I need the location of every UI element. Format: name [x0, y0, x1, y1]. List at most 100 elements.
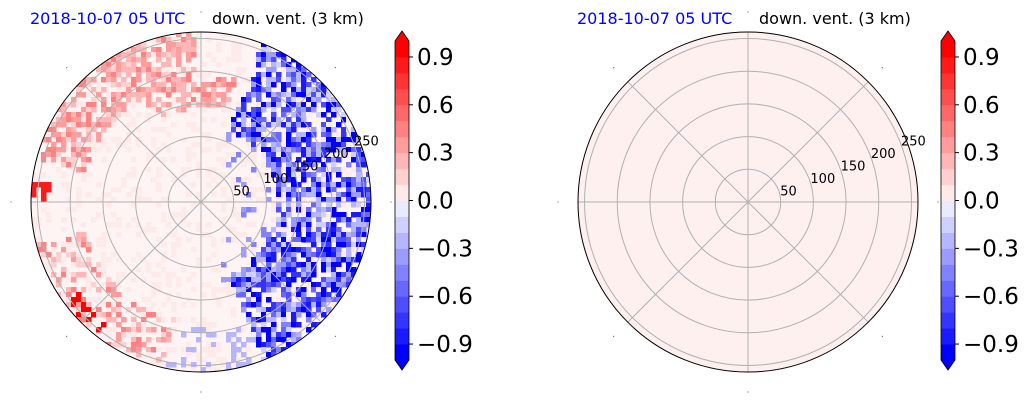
left-field-cell — [271, 162, 277, 168]
left-field-cell — [156, 172, 162, 178]
left-field-cell — [311, 252, 317, 258]
left-field-cell — [346, 172, 352, 178]
left-field-cell — [171, 157, 177, 163]
left-field-cell — [186, 92, 192, 98]
left-field-cell — [151, 357, 157, 363]
left-field-cell — [76, 252, 82, 258]
left-field-cell — [351, 232, 357, 238]
left-field-cell — [46, 137, 52, 143]
left-field-cell — [126, 112, 132, 118]
left-field-cell — [171, 47, 177, 53]
left-field-cell — [221, 142, 227, 148]
left-field-cell — [241, 102, 247, 108]
left-field-cell — [306, 252, 312, 258]
left-field-cell — [166, 327, 172, 333]
left-field-cell — [131, 102, 137, 108]
left-field-cell — [216, 297, 222, 303]
left-field-cell — [241, 207, 247, 213]
left-field-cell — [181, 207, 187, 213]
left-field-cell — [256, 137, 262, 143]
left-field-cell — [366, 217, 371, 223]
left-field-cell — [266, 307, 272, 313]
left-field-cell — [306, 167, 312, 173]
left-field-cell — [256, 127, 262, 133]
theta-tick-dot — [613, 67, 615, 69]
left-field-cell — [136, 52, 142, 58]
left-field-cell — [251, 137, 257, 143]
left-field-cell — [256, 72, 262, 78]
left-field-cell — [291, 87, 297, 93]
left-field-cell — [41, 252, 47, 258]
left-field-cell — [291, 97, 297, 103]
left-field-cell — [46, 267, 52, 273]
left-field-cell — [236, 47, 242, 53]
left-field-cell — [306, 137, 312, 143]
left-field-cell — [136, 67, 142, 73]
left-field-cell — [136, 112, 142, 118]
left-field-cell — [261, 142, 267, 148]
left-field-cell — [221, 87, 227, 93]
left-field-cell — [241, 127, 247, 133]
colorbar-tick-label: 0.6 — [417, 93, 454, 119]
left-field-cell — [76, 112, 82, 118]
left-field-cell — [301, 287, 307, 293]
left-field-cell — [271, 207, 277, 213]
left-field-cell — [156, 262, 162, 268]
left-field-cell — [76, 167, 82, 173]
left-field-cell — [276, 262, 282, 268]
left-field-cell — [56, 117, 62, 123]
left-field-cell — [151, 347, 157, 353]
left-field-cell — [246, 302, 252, 308]
left-field-cell — [316, 192, 322, 198]
left-field-cell — [261, 42, 267, 48]
left-field-cell — [71, 217, 77, 223]
left-field-cell — [271, 107, 277, 113]
left-field-cell — [276, 102, 282, 108]
left-field-cell — [141, 327, 147, 333]
left-field-cell — [61, 267, 67, 273]
left-field-cell — [346, 127, 352, 133]
left-field-cell — [66, 272, 72, 278]
left-field-cell — [146, 167, 152, 173]
left-field-cell — [156, 97, 162, 103]
left-field-cell — [291, 217, 297, 223]
left-field-cell — [261, 222, 267, 228]
left-field-cell — [266, 57, 272, 63]
left-field-cell — [51, 247, 57, 253]
colorbar-level — [941, 72, 955, 90]
left-field-cell — [136, 232, 142, 238]
colorbar-level — [395, 120, 409, 138]
left-field-cell — [176, 47, 182, 53]
left-field-cell — [271, 352, 277, 358]
left-field-cell — [271, 122, 277, 128]
left-field-cell — [36, 242, 42, 248]
left-field-cell — [126, 87, 132, 93]
left-field-cell — [191, 347, 197, 353]
left-field-cell — [291, 277, 297, 283]
left-field-cell — [96, 92, 102, 98]
left-field-cell — [236, 232, 242, 238]
left-field-cell — [276, 192, 282, 198]
left-field-cell — [301, 82, 307, 88]
colorbar-extend-max — [941, 31, 955, 41]
left-field-cell — [316, 247, 322, 253]
left-field-cell — [76, 202, 82, 208]
left-field-cell — [181, 167, 187, 173]
left-field-cell — [246, 337, 252, 343]
left-field-cell — [66, 147, 72, 153]
left-field-cell — [156, 282, 162, 288]
left-field-cell — [266, 122, 272, 128]
right-colorbar — [940, 30, 956, 371]
left-field-cell — [271, 327, 277, 333]
left-field-cell — [176, 62, 182, 68]
left-field-cell — [66, 127, 72, 133]
left-field-cell — [291, 122, 297, 128]
left-field-cell — [111, 317, 117, 323]
left-field-cell — [256, 252, 262, 258]
left-field-cell — [51, 147, 57, 153]
left-field-cell — [121, 112, 127, 118]
left-field-cell — [131, 47, 137, 53]
left-field-cell — [276, 92, 282, 98]
left-field-cell — [296, 157, 302, 163]
left-field-cell — [336, 137, 342, 143]
